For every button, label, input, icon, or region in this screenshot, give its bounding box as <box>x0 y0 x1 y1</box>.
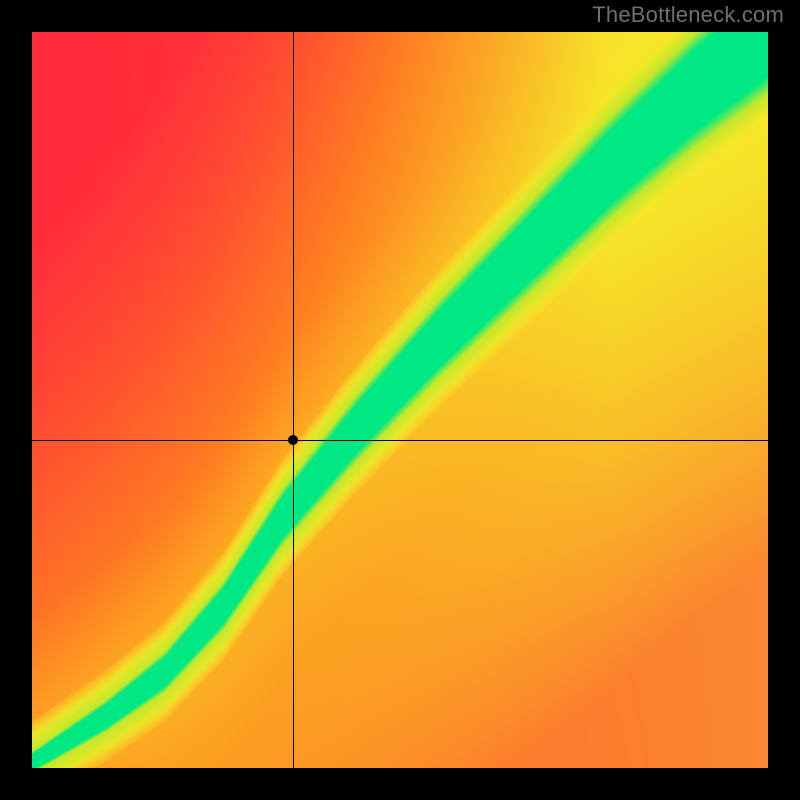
chart-container: TheBottleneck.com <box>0 0 800 800</box>
heatmap-canvas <box>32 32 768 768</box>
crosshair-horizontal <box>32 440 768 441</box>
crosshair-marker <box>288 435 298 445</box>
watermark-text: TheBottleneck.com <box>592 2 784 28</box>
crosshair-vertical <box>293 32 294 768</box>
